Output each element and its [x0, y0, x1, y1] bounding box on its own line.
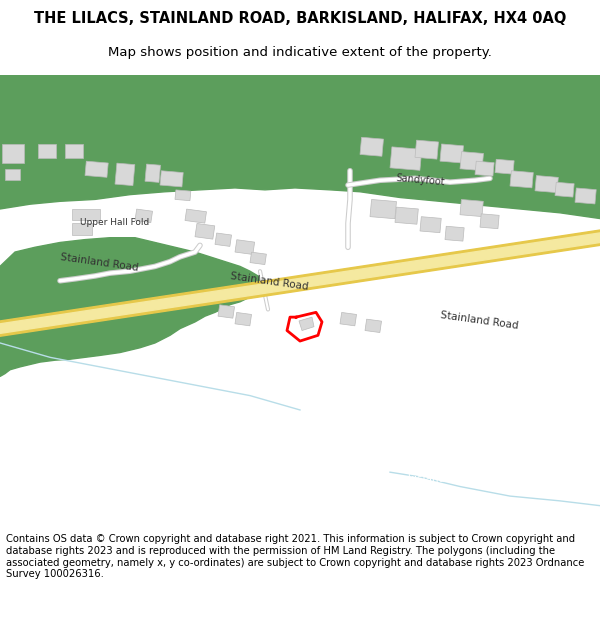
Bar [460, 152, 484, 171]
Bar [415, 140, 439, 159]
Bar [460, 199, 484, 216]
Bar [218, 305, 235, 318]
Text: Stainland Road: Stainland Road [60, 253, 139, 273]
Text: Map shows position and indicative extent of the property.: Map shows position and indicative extent… [108, 46, 492, 59]
Bar [555, 182, 574, 197]
Bar [475, 161, 494, 176]
Bar [145, 164, 161, 182]
Bar [215, 233, 232, 246]
Polygon shape [0, 233, 600, 333]
Polygon shape [299, 317, 314, 331]
Bar [175, 190, 191, 201]
Text: Stainland Road: Stainland Road [230, 271, 309, 292]
Bar [440, 144, 463, 163]
Bar [535, 176, 559, 192]
Bar [250, 252, 266, 264]
Bar [185, 209, 206, 223]
Bar [370, 199, 397, 219]
Bar [72, 209, 100, 221]
Bar [340, 312, 356, 326]
Bar [65, 144, 83, 158]
Bar [195, 224, 215, 239]
Bar [5, 169, 20, 180]
Text: Contains OS data © Crown copyright and database right 2021. This information is : Contains OS data © Crown copyright and d… [6, 534, 584, 579]
Polygon shape [0, 75, 600, 219]
Bar [395, 207, 418, 224]
Bar [2, 144, 24, 163]
Bar [72, 223, 92, 235]
Bar [575, 188, 596, 204]
Bar [495, 159, 514, 174]
Bar [235, 312, 251, 326]
Text: Upper Hall Fold: Upper Hall Fold [80, 218, 149, 227]
Bar [360, 138, 383, 156]
Bar [115, 163, 135, 186]
Text: Sandyfoot: Sandyfoot [395, 173, 445, 187]
Bar [480, 214, 499, 229]
Bar [135, 209, 152, 222]
Polygon shape [0, 230, 600, 336]
Bar [365, 319, 382, 332]
Text: THE LILACS, STAINLAND ROAD, BARKISLAND, HALIFAX, HX4 0AQ: THE LILACS, STAINLAND ROAD, BARKISLAND, … [34, 11, 566, 26]
Polygon shape [0, 238, 265, 376]
Bar [420, 217, 441, 232]
Bar [445, 226, 464, 241]
Bar [235, 240, 254, 254]
Text: Barkisland Clough: Barkisland Clough [390, 474, 485, 484]
Bar [160, 171, 183, 187]
Bar [38, 144, 56, 158]
Bar [85, 161, 108, 177]
Text: Stainland Road: Stainland Road [440, 310, 519, 331]
Bar [390, 147, 422, 171]
Bar [510, 171, 533, 188]
